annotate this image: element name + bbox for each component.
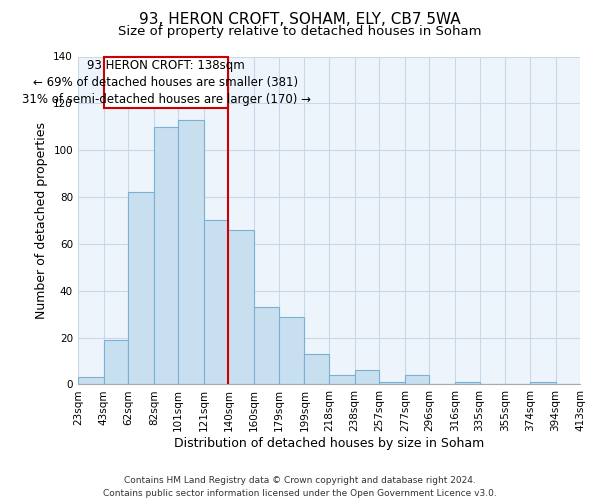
Bar — [278, 316, 304, 384]
Text: 93 HERON CROFT: 138sqm
← 69% of detached houses are smaller (381)
31% of semi-de: 93 HERON CROFT: 138sqm ← 69% of detached… — [22, 59, 311, 106]
Bar — [254, 307, 278, 384]
Bar — [329, 375, 355, 384]
Bar — [355, 370, 379, 384]
Bar — [455, 382, 479, 384]
Bar — [304, 354, 329, 384]
Bar — [78, 378, 104, 384]
Bar — [379, 382, 405, 384]
Y-axis label: Number of detached properties: Number of detached properties — [35, 122, 47, 319]
X-axis label: Distribution of detached houses by size in Soham: Distribution of detached houses by size … — [174, 437, 484, 450]
Bar — [154, 127, 178, 384]
Text: 93, HERON CROFT, SOHAM, ELY, CB7 5WA: 93, HERON CROFT, SOHAM, ELY, CB7 5WA — [139, 12, 461, 28]
FancyBboxPatch shape — [104, 56, 229, 108]
Bar — [229, 230, 254, 384]
Bar — [104, 340, 128, 384]
Text: Contains HM Land Registry data © Crown copyright and database right 2024.
Contai: Contains HM Land Registry data © Crown c… — [103, 476, 497, 498]
Bar — [405, 375, 430, 384]
Bar — [204, 220, 229, 384]
Bar — [128, 192, 154, 384]
Bar — [178, 120, 204, 384]
Text: Size of property relative to detached houses in Soham: Size of property relative to detached ho… — [118, 25, 482, 38]
Bar — [530, 382, 556, 384]
